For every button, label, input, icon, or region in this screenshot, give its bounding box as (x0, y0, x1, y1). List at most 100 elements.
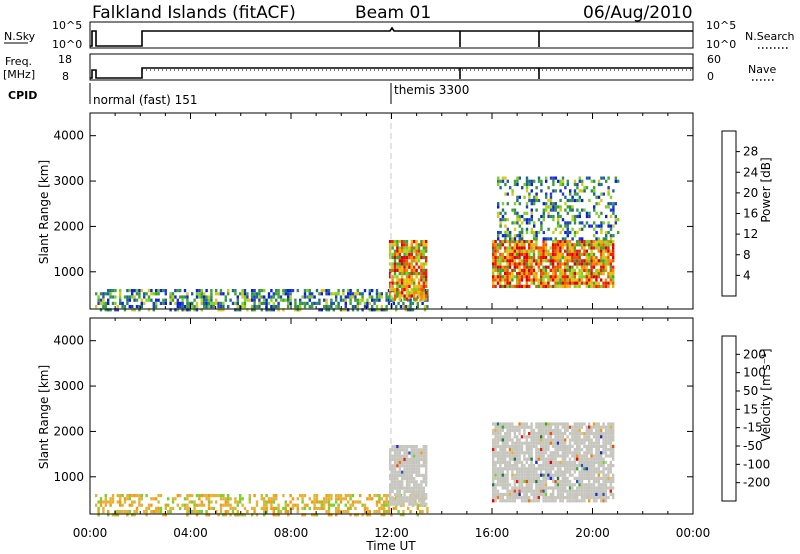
data-cell (332, 292, 335, 296)
data-cell (425, 467, 428, 471)
data-cell (604, 483, 608, 487)
data-cell (294, 305, 297, 309)
data-cell (530, 179, 533, 183)
data-cell (366, 305, 369, 309)
nsky-strip: N.Sky 10^5 10^0 10^5 10^0 N.Search (4, 19, 795, 51)
data-cell (504, 480, 507, 484)
data-cell (542, 476, 545, 480)
data-cell (511, 262, 514, 266)
data-cell (398, 240, 401, 244)
colorbar-tick-label: 15 (743, 402, 758, 416)
data-cell (532, 489, 536, 493)
data-cell (354, 500, 357, 504)
data-cell (580, 492, 584, 496)
data-cell (504, 432, 507, 436)
data-cell (518, 234, 521, 238)
data-cell (119, 497, 122, 501)
data-cell (203, 494, 206, 498)
data-cell (528, 451, 531, 455)
data-cell (116, 305, 119, 309)
data-cell (581, 189, 584, 193)
data-cell (552, 218, 555, 222)
data-cell (571, 214, 574, 219)
data-cell (604, 278, 608, 282)
data-cell (600, 435, 603, 439)
data-cell (525, 186, 529, 190)
data-cell (323, 506, 326, 510)
data-cell (581, 208, 584, 212)
data-cell (585, 278, 588, 282)
data-cell (588, 480, 591, 484)
data-cell (398, 246, 401, 250)
data-cell (219, 494, 223, 498)
data-cell (243, 292, 247, 296)
data-cell (552, 259, 555, 263)
data-cell (135, 510, 139, 514)
data-cell (561, 268, 564, 272)
data-cell (504, 182, 507, 187)
data-cell (588, 246, 591, 250)
data-cell (566, 489, 569, 493)
data-cell (258, 301, 261, 305)
data-cell (540, 224, 543, 228)
data-cell (219, 506, 223, 510)
data-cell (195, 503, 199, 507)
data-cell (542, 214, 545, 219)
data-cell (135, 494, 139, 498)
data-cell (107, 301, 110, 305)
data-cell (561, 218, 565, 222)
data-cell (205, 305, 208, 309)
data-cell (349, 503, 352, 507)
data-cell (497, 179, 500, 183)
data-cell (530, 272, 533, 276)
data-cell (571, 268, 574, 272)
data-cell (554, 451, 557, 455)
data-cell (585, 432, 588, 436)
data-cell (121, 503, 124, 507)
data-cell (518, 268, 521, 272)
data-cell (592, 454, 596, 458)
data-cell (200, 510, 203, 514)
data-cell (602, 492, 605, 496)
data-cell (537, 483, 540, 487)
data-cell (578, 259, 581, 263)
data-cell (501, 454, 504, 458)
data-cell (571, 499, 574, 503)
data-cell (528, 441, 531, 445)
data-cell (511, 192, 514, 196)
data-cell (523, 256, 526, 260)
data-cell (520, 422, 524, 426)
data-cell (590, 262, 593, 266)
data-cell (604, 489, 608, 493)
data-cell (389, 297, 392, 301)
data-cell (535, 492, 538, 496)
data-cell (528, 454, 531, 458)
data-cell (585, 284, 588, 288)
data-cell (516, 454, 519, 458)
data-cell (537, 179, 541, 183)
data-cell (525, 489, 528, 493)
data-cell (246, 295, 249, 299)
data-cell (152, 301, 155, 305)
data-cell (95, 292, 98, 296)
data-cell (241, 289, 244, 293)
data-cell (566, 256, 569, 260)
data-cell (528, 284, 531, 288)
data-cell (564, 221, 567, 225)
data-cell (499, 240, 502, 244)
data-cell (420, 294, 423, 298)
data-cell (571, 432, 574, 436)
data-cell (549, 268, 552, 272)
data-cell (602, 448, 605, 452)
data-cell (544, 275, 548, 279)
data-cell (389, 496, 392, 500)
data-cell (520, 243, 524, 247)
data-cell (578, 256, 581, 260)
data-cell (107, 308, 110, 312)
data-cell (540, 246, 543, 250)
data-cell (391, 496, 394, 500)
data-cell (263, 510, 266, 514)
data-cell (516, 182, 519, 187)
data-cell (499, 259, 502, 263)
data-cell (542, 435, 545, 439)
